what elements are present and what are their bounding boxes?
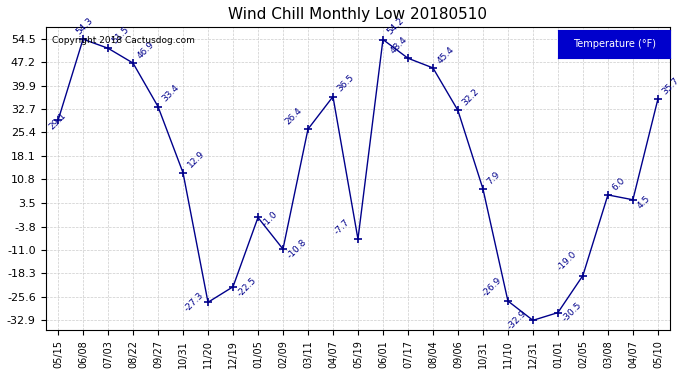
- Text: 48.4: 48.4: [388, 35, 409, 56]
- Text: -27.3: -27.3: [183, 291, 206, 314]
- Text: 36.5: 36.5: [336, 73, 356, 94]
- Text: Copyright 2018 Cactusdog.com: Copyright 2018 Cactusdog.com: [52, 36, 195, 45]
- Text: 26.4: 26.4: [283, 106, 304, 126]
- Text: 46.9: 46.9: [136, 40, 157, 60]
- Text: -32.9: -32.9: [505, 309, 528, 332]
- Text: 4.5: 4.5: [635, 194, 652, 211]
- Text: -30.5: -30.5: [561, 301, 584, 324]
- Text: -19.0: -19.0: [555, 250, 578, 273]
- Text: 12.9: 12.9: [186, 149, 206, 170]
- Text: -26.9: -26.9: [480, 275, 503, 298]
- Text: -22.5: -22.5: [236, 275, 259, 298]
- Text: -7.7: -7.7: [333, 217, 352, 236]
- Text: 6.0: 6.0: [611, 176, 627, 192]
- Text: 45.4: 45.4: [435, 45, 456, 65]
- Text: 35.7: 35.7: [660, 76, 681, 96]
- Text: 51.5: 51.5: [111, 25, 131, 45]
- Text: -1.0: -1.0: [261, 210, 279, 229]
- Text: 33.4: 33.4: [161, 83, 181, 104]
- Title: Wind Chill Monthly Low 20180510: Wind Chill Monthly Low 20180510: [228, 7, 487, 22]
- Text: 29.1: 29.1: [47, 111, 68, 132]
- Text: 7.9: 7.9: [486, 170, 502, 186]
- Text: -10.8: -10.8: [286, 237, 308, 260]
- Text: 54.2: 54.2: [386, 16, 406, 37]
- Text: 32.2: 32.2: [461, 87, 481, 108]
- Text: 54.3: 54.3: [75, 16, 95, 36]
